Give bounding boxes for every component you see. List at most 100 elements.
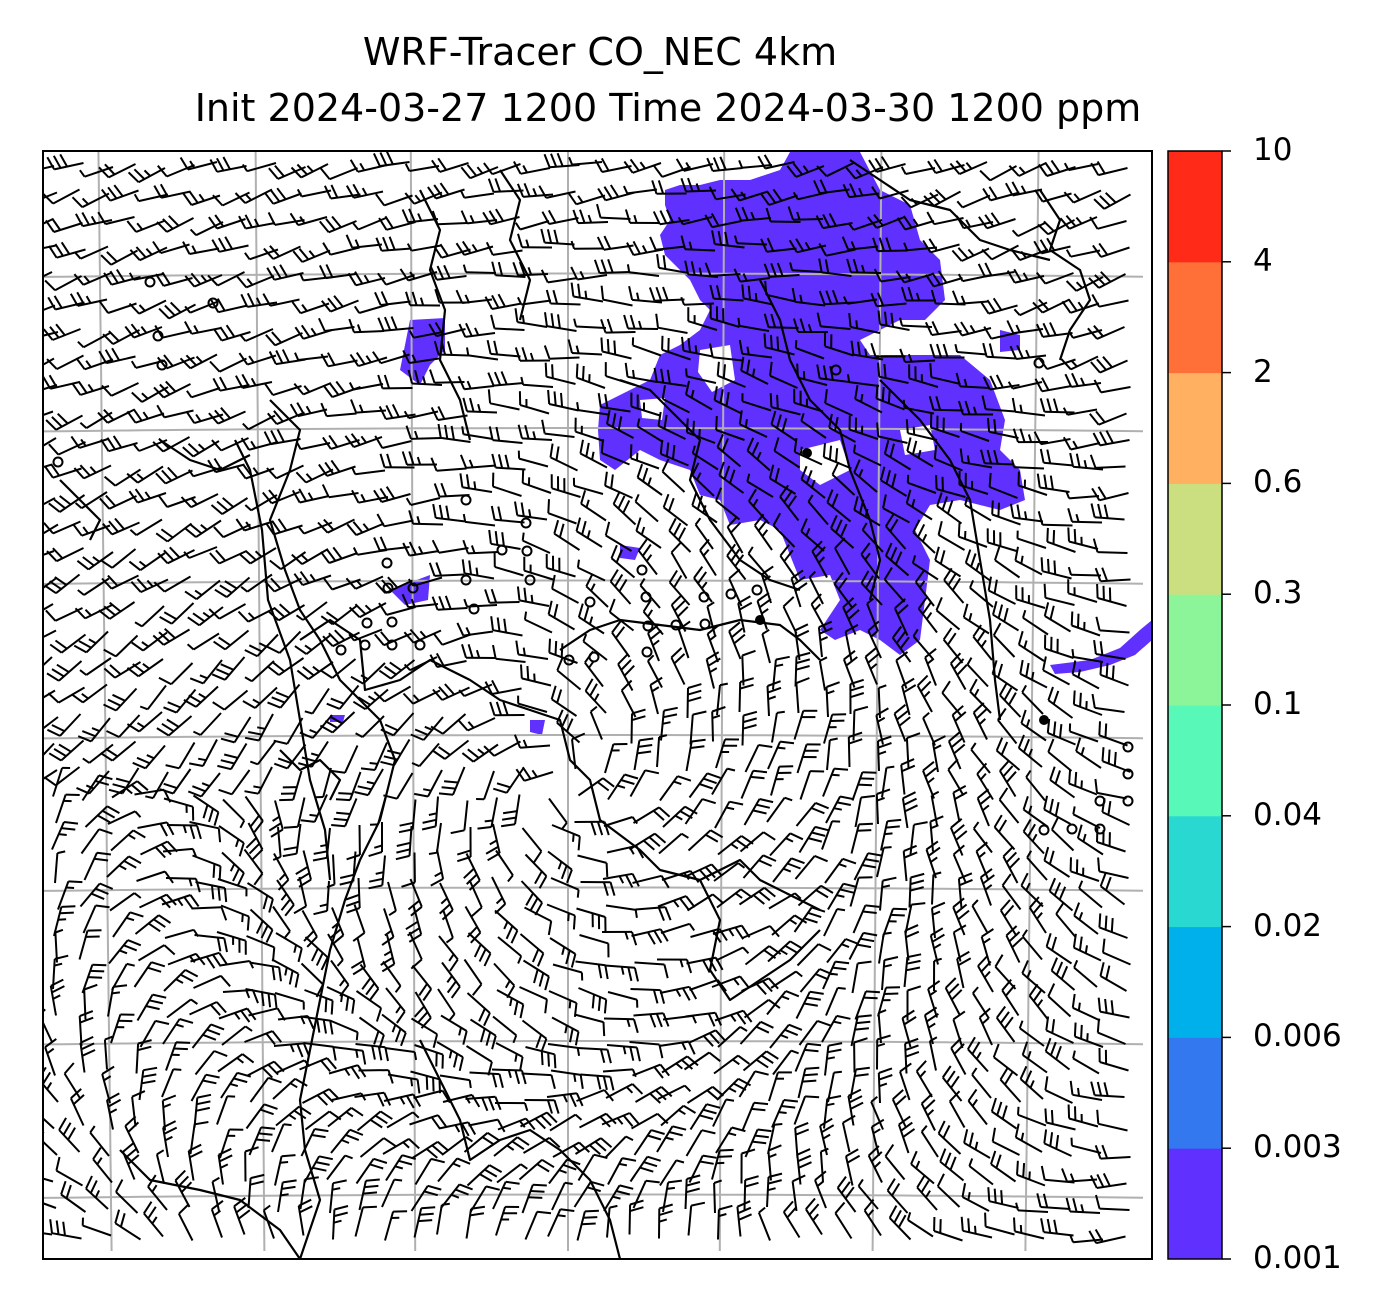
wind-barb — [956, 950, 972, 989]
wind-barb — [550, 474, 581, 498]
wind-barb — [711, 706, 726, 742]
wind-barb — [631, 928, 669, 945]
wind-barb — [189, 821, 222, 843]
wind-barb — [709, 304, 740, 328]
wind-barb — [272, 905, 291, 939]
wind-barb — [1015, 1202, 1049, 1213]
calm-wind-marker — [751, 584, 763, 596]
wind-barb — [83, 851, 112, 881]
wind-barb — [517, 695, 548, 713]
wind-barb — [685, 380, 713, 411]
colorbar-tick-label: 0.3 — [1253, 575, 1303, 612]
coastline-segment — [119, 1149, 301, 1259]
wind-barb — [71, 192, 110, 209]
wind-barb — [1005, 925, 1024, 963]
wind-barb — [1093, 639, 1126, 660]
wind-barb — [1094, 778, 1127, 800]
wind-barb — [496, 1163, 528, 1184]
wind-barb — [70, 435, 109, 449]
wind-barb — [905, 732, 921, 769]
wind-barb — [162, 1018, 194, 1045]
wind-barb — [736, 1200, 752, 1237]
wind-barb — [935, 475, 966, 498]
wind-barb — [80, 828, 113, 855]
wind-barb — [600, 337, 632, 360]
colorbar-segment — [1168, 815, 1222, 928]
wind-barb — [574, 417, 605, 442]
wind-barb — [107, 984, 128, 1017]
wind-barb — [827, 882, 858, 911]
wind-barb — [746, 437, 771, 472]
wind-barb — [848, 219, 883, 231]
wind-barb — [877, 735, 892, 772]
wind-barb — [264, 577, 302, 593]
wind-barb — [46, 660, 83, 682]
wind-barb — [976, 788, 992, 827]
wind-barb — [941, 680, 963, 717]
wind-barb — [738, 886, 776, 906]
wind-barb — [601, 1112, 640, 1127]
wind-barb — [355, 990, 383, 1022]
wind-barb — [245, 1103, 278, 1130]
plume-region — [390, 575, 430, 605]
wind-barb — [239, 547, 277, 565]
wind-barb — [969, 580, 994, 608]
wind-barb — [521, 469, 552, 494]
wind-barb — [489, 701, 525, 717]
wind-barb — [520, 664, 552, 687]
wind-barb — [469, 1018, 497, 1050]
wind-barb — [686, 683, 702, 719]
wind-barb — [818, 243, 856, 257]
wind-barb — [1067, 329, 1103, 339]
wind-barb — [359, 963, 380, 1001]
wind-barb — [217, 742, 248, 771]
wind-barb — [190, 951, 228, 969]
wind-barb — [48, 441, 86, 456]
wind-barb — [845, 166, 884, 180]
wind-barb — [1015, 585, 1046, 609]
wind-barb — [925, 270, 963, 288]
wind-barb — [630, 392, 661, 417]
wind-barb — [208, 603, 246, 620]
wind-barb — [401, 451, 438, 466]
meridian-line — [1024, 151, 1040, 1252]
wind-barb — [548, 797, 568, 830]
wind-barb — [553, 519, 581, 551]
wind-barb — [1069, 1234, 1104, 1244]
wind-barb — [765, 207, 801, 223]
wind-barb — [405, 497, 441, 506]
wind-barb — [879, 876, 897, 911]
wind-barb — [949, 818, 968, 856]
wind-barb — [916, 674, 933, 713]
wind-barb — [315, 767, 332, 799]
wind-barb — [1071, 660, 1100, 690]
wind-barb — [670, 647, 686, 685]
wind-barb — [647, 654, 663, 688]
wind-barb — [79, 1035, 96, 1073]
wind-barb — [497, 936, 523, 964]
calm-wind-marker — [468, 603, 480, 615]
parallel-line — [43, 427, 1144, 433]
coastline-segment — [419, 189, 472, 441]
calm-wind-marker — [563, 654, 575, 666]
wind-barb — [162, 1120, 178, 1158]
wind-barb — [375, 236, 412, 252]
wind-barb — [860, 570, 883, 606]
wind-barb — [685, 418, 716, 444]
wind-barb — [1036, 473, 1070, 493]
wind-barb — [73, 630, 109, 654]
wind-barb — [264, 187, 302, 205]
wind-barb — [322, 629, 360, 648]
wind-barb — [405, 425, 442, 440]
wind-barb — [899, 348, 936, 363]
wind-barb — [713, 1054, 750, 1075]
wind-barb — [373, 685, 411, 703]
wind-barb — [570, 266, 608, 281]
wind-barb — [162, 847, 197, 857]
wind-barb — [737, 317, 770, 332]
wind-barb — [521, 1183, 547, 1214]
wind-barb — [807, 494, 829, 526]
wind-barb — [485, 241, 523, 256]
wind-barb — [380, 712, 415, 737]
wind-barb — [273, 1042, 311, 1058]
